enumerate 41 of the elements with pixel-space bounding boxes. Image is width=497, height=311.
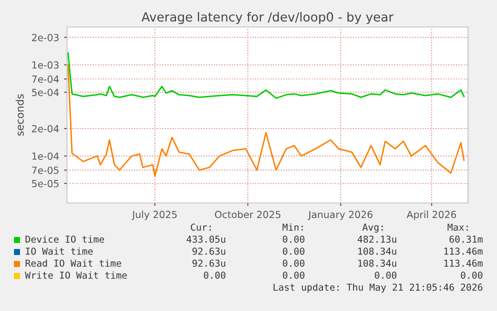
y-tick-label: 1e-03 — [32, 61, 59, 69]
y-tick-label: 7e-05 — [32, 166, 59, 174]
text: 108.34u — [358, 248, 396, 255]
text: 482.13u — [358, 236, 396, 243]
text: 0.00 — [374, 272, 396, 279]
text: 113.46m — [444, 260, 483, 267]
text: 108.34u — [358, 260, 396, 267]
y-axis-title: seconds — [16, 94, 24, 136]
x-tick-label: January 2026 — [308, 210, 372, 220]
text: Avg: — [362, 224, 383, 233]
x-tick-label: July 2025 — [132, 210, 177, 220]
text: Cur: — [190, 224, 211, 231]
text: 0.00 — [282, 248, 304, 255]
legend-label: Read IO Wait time — [26, 259, 122, 267]
legend-label: IO Wait time — [26, 247, 93, 255]
text: 92.63u — [192, 260, 226, 267]
text: 0.00 — [282, 272, 304, 279]
y-tick-label: 5e-05 — [32, 180, 59, 188]
y-tick-label: 5e-04 — [32, 88, 59, 96]
line-series — [67, 52, 465, 99]
y-tick-label: 2e-03 — [32, 34, 59, 42]
text: 0.00 — [282, 260, 304, 267]
text: Last update: Thu May 21 21:05:46 2026 — [274, 283, 482, 293]
text: 433.05u — [186, 236, 226, 243]
text: Max: — [448, 224, 468, 231]
legend-label: Device IO time — [26, 235, 104, 243]
text: 0.00 — [282, 236, 304, 243]
text: 92.63u — [192, 248, 226, 255]
text: 0.00 — [204, 272, 226, 279]
x-tick-label: October 2025 — [214, 210, 280, 218]
y-tick-label: 1e-04 — [32, 152, 59, 160]
text: 0.00 — [460, 272, 482, 279]
text: Min: — [282, 223, 303, 231]
x-tick-label: April 2026 — [406, 210, 456, 220]
legend-label: Write IO Wait time — [25, 271, 127, 279]
text: 113.46m — [444, 248, 483, 255]
chart-title: Average latency for /dev/loop0 - by year — [142, 12, 394, 24]
line-series — [67, 64, 465, 177]
y-tick-label: 7e-04 — [32, 75, 59, 83]
y-tick-label: 2e-04 — [32, 125, 59, 132]
text: 60.31m — [450, 236, 483, 243]
